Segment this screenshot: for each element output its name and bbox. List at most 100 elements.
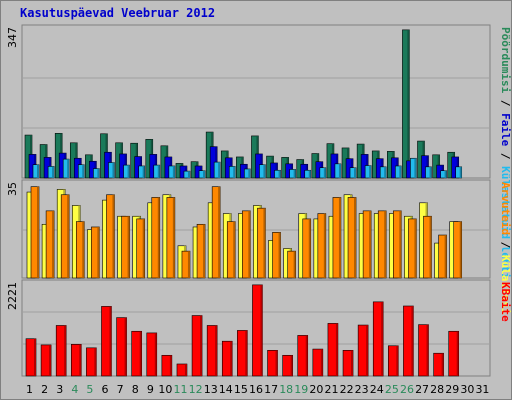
bar-shade-visits_m-9	[157, 197, 160, 278]
right-label-part: /	[499, 235, 512, 255]
right-label-part: Arvuteid	[499, 182, 512, 235]
bar-shade-kbytes-28	[441, 353, 444, 376]
x-tick-label-12: 12	[189, 383, 203, 396]
x-tick-label-26: 26	[400, 383, 414, 396]
y-max-label-bottom: 2221	[6, 282, 19, 310]
right-label-part: Külastatuid lehti	[499, 166, 512, 279]
bar-shade-visits_m-20	[323, 213, 326, 278]
bar-shade-visits_m-21	[338, 197, 341, 278]
bar-shade-pages-29	[459, 166, 462, 178]
bar-shade-kbytes-24	[381, 301, 384, 376]
bar-shade-kbytes-12	[200, 315, 203, 376]
bar-shade-pages-10	[172, 165, 175, 178]
x-tick-label-3: 3	[56, 383, 63, 396]
bar-shade-visits_m-22	[354, 197, 357, 278]
right-label-part: Külastusi	[499, 255, 512, 315]
bar-shade-kbytes-19	[305, 335, 308, 376]
x-tick-label-8: 8	[132, 383, 139, 396]
bar-shade-kbytes-13	[215, 325, 218, 376]
bar-shade-kbytes-3	[64, 325, 67, 376]
bar-shade-visits-26	[407, 29, 410, 178]
x-tick-label-14: 14	[219, 383, 233, 396]
x-tick-label-9: 9	[147, 383, 154, 396]
right-label-top: Pöördumisi / Faile / Külastatuid lehti	[499, 27, 512, 279]
x-tick-label-1: 1	[26, 383, 33, 396]
bar-shade-visits_m-26	[414, 218, 417, 278]
x-tick-label-21: 21	[324, 383, 338, 396]
bar-shade-kbytes-5	[94, 347, 97, 376]
bar-shade-visits_m-14	[233, 221, 236, 278]
bar-shade-visits_m-1	[37, 186, 39, 278]
y-max-label-top: 347	[6, 27, 19, 48]
bar-shade-visits_m-6	[112, 194, 115, 278]
x-tick-label-17: 17	[264, 383, 278, 396]
bar-shade-pages-21	[338, 163, 341, 178]
right-label-bottom: KBaite	[499, 282, 512, 322]
x-tick-label-22: 22	[340, 383, 354, 396]
x-tick-label-4: 4	[71, 383, 78, 396]
bar-shade-pages-2	[52, 166, 55, 178]
bar-shade-pages-4	[82, 164, 85, 178]
bar-shade-pages-6	[112, 162, 115, 178]
bar-shade-visits_m-27	[429, 216, 432, 278]
right-label-middle: Arvuteid / Külastusi	[499, 182, 512, 315]
y-max-label-middle: 35	[6, 182, 19, 196]
bar-shade-kbytes-16	[260, 284, 263, 376]
x-tick-label-19: 19	[294, 383, 308, 396]
bar-shade-pages-15	[248, 168, 251, 178]
bar-shade-kbytes-4	[79, 344, 82, 376]
bar-shade-kbytes-10	[169, 355, 172, 376]
right-label-part: /	[499, 146, 512, 166]
bar-shade-pages-26	[414, 158, 417, 178]
bar-shade-pages-24	[384, 166, 387, 178]
bar-shade-kbytes-18	[290, 355, 293, 376]
bar-shade-visits_m-5	[97, 226, 100, 278]
x-tick-label-29: 29	[445, 383, 459, 396]
x-tick-label-15: 15	[234, 383, 248, 396]
bar-shade-kbytes-23	[366, 325, 369, 376]
bar-shade-visits_m-4	[82, 221, 85, 278]
x-tick-label-20: 20	[309, 383, 323, 396]
bar-shade-visits_m-3	[67, 194, 70, 278]
x-tick-label-6: 6	[102, 383, 109, 396]
bar-shade-pages-9	[157, 165, 160, 178]
bar-shade-visits_m-18	[293, 251, 296, 278]
bar-shade-kbytes-15	[245, 330, 248, 376]
bar-shade-visits_m-29	[459, 221, 462, 278]
bar-shade-visits_m-12	[203, 224, 206, 278]
bar-shade-visits_m-13	[218, 186, 221, 278]
x-tick-label-30: 30	[460, 383, 474, 396]
x-tick-label-23: 23	[355, 383, 369, 396]
bar-shade-pages-5	[97, 168, 100, 178]
bar-shade-pages-22	[354, 167, 357, 178]
bar-shade-visits_m-11	[187, 251, 190, 278]
right-label-part: Pöördumisi	[499, 27, 512, 94]
bar-shade-visits_m-17	[278, 232, 281, 278]
x-tick-label-2: 2	[41, 383, 48, 396]
bar-shade-pages-16	[263, 164, 266, 178]
right-label-part: Faile	[499, 113, 512, 146]
bar-shade-visits_m-15	[248, 210, 251, 278]
bar-shade-kbytes-20	[320, 349, 323, 376]
bar-shade-visits_m-25	[399, 210, 402, 278]
bar-shade-pages-11	[187, 171, 190, 178]
bar-shade-kbytes-7	[124, 317, 127, 376]
x-tick-label-5: 5	[86, 383, 93, 396]
x-tick-label-10: 10	[158, 383, 172, 396]
bar-shade-kbytes-27	[426, 324, 429, 376]
bar-shade-pages-14	[233, 166, 236, 178]
bar-shade-visits_m-28	[444, 235, 447, 278]
bar-shade-pages-13	[218, 162, 221, 178]
bar-shade-kbytes-14	[230, 341, 233, 376]
bar-shade-pages-23	[369, 165, 372, 178]
bar-shade-pages-1	[37, 164, 39, 178]
bar-shade-visits_m-10	[172, 197, 175, 278]
x-tick-label-13: 13	[204, 383, 218, 396]
bar-shade-visits_m-16	[263, 208, 266, 278]
x-tick-label-27: 27	[415, 383, 429, 396]
x-tick-label-18: 18	[279, 383, 293, 396]
bar-shade-pages-19	[308, 170, 311, 178]
x-tick-label-31: 31	[475, 383, 489, 396]
x-tick-label-11: 11	[174, 383, 188, 396]
